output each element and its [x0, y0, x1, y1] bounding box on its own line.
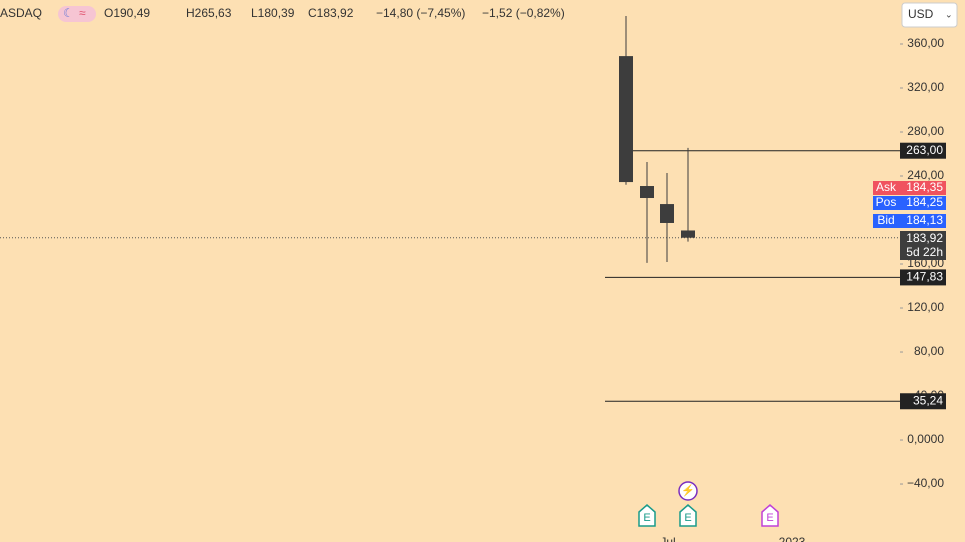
y-tick-label: 120,00	[907, 300, 944, 314]
quote-box	[900, 214, 946, 228]
badge-icon: ☾	[63, 6, 74, 20]
event-label: E	[643, 512, 650, 524]
quote-name-box	[873, 196, 900, 210]
header-value: H265,63	[186, 6, 232, 20]
event-label: E	[684, 512, 691, 524]
event-label: E	[766, 512, 773, 524]
level-label-box	[900, 142, 946, 159]
badge	[58, 6, 96, 22]
x-tick-label: 2023	[779, 535, 806, 542]
level-label: 263,00	[906, 143, 943, 157]
badge-icon: ≈	[79, 6, 86, 20]
header-value: −1,52 (−0,82%)	[482, 6, 565, 20]
y-tick-label: 280,00	[907, 124, 944, 138]
event-marker	[679, 504, 697, 527]
y-tick-label: 80,00	[914, 344, 944, 358]
quote-box	[900, 181, 946, 195]
event-icon: ⚡	[681, 484, 695, 497]
quote-label: 184,35	[906, 180, 943, 194]
header-value: C183,92	[308, 6, 354, 20]
event-marker	[638, 504, 656, 527]
event-icon	[678, 481, 698, 501]
y-tick-label: 320,00	[907, 80, 944, 94]
header: O190,49 H265,63 L180,39 C183,92 −14,80 (−7,4…	[104, 6, 565, 20]
last-price-label: 183,92	[906, 231, 943, 245]
y-tick-label: 0,0000	[907, 432, 944, 446]
level-label-box	[900, 269, 946, 286]
symbol: ASDAQ	[0, 6, 42, 20]
y-tick-label: −40,00	[907, 476, 944, 490]
quote-label: 184,25	[906, 195, 943, 209]
level-label: 147,83	[906, 270, 943, 284]
x-tick-label: Jul	[660, 535, 675, 542]
quote-name: Pos	[876, 195, 897, 209]
quote-name-box	[873, 214, 900, 228]
header-value: L180,39	[251, 6, 295, 20]
quote-name-box	[873, 181, 900, 195]
countdown: 5d 22h	[906, 245, 943, 259]
select-box[interactable]	[901, 2, 958, 28]
level-label: 35,24	[913, 393, 943, 407]
level-label-box	[900, 393, 946, 410]
header-value: −14,80 (−7,45%)	[376, 6, 465, 20]
y-tick-label: 240,00	[907, 168, 944, 182]
candle-body	[681, 230, 695, 238]
candle-body	[619, 56, 633, 183]
quote-name: Ask	[876, 180, 897, 194]
y-tick-label: 360,00	[907, 36, 944, 50]
currency[interactable]: USD	[908, 7, 934, 21]
candle-body	[660, 204, 674, 223]
candle-body	[640, 186, 654, 199]
event-marker	[761, 504, 779, 527]
header-value: O190,49	[104, 6, 150, 20]
currency-select[interactable]: USD ⌄	[901, 2, 958, 28]
quote-box	[900, 196, 946, 210]
quote-name: Bid	[877, 213, 894, 227]
quote-label: 184,13	[906, 213, 943, 227]
last-price-box	[900, 231, 946, 260]
chevron[interactable]: ⌄	[945, 9, 953, 19]
